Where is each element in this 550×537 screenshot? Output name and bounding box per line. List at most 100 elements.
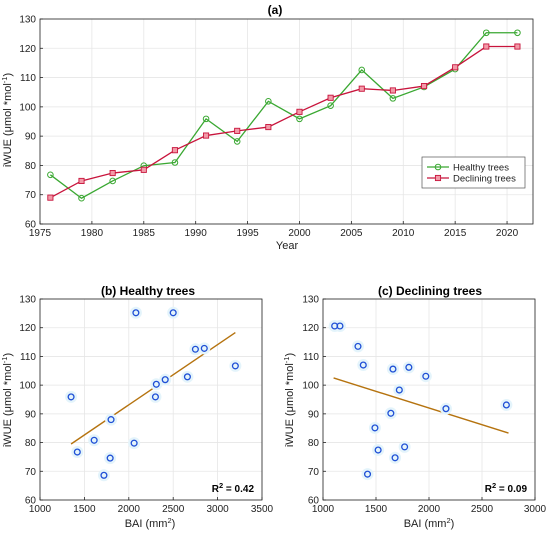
point-halo [384, 407, 397, 420]
y-tick-label: 90 [25, 409, 37, 420]
panel-b-y-ticks: 60 70 80 90 100 110 120 130 [19, 295, 43, 507]
y-tick-label: 110 [20, 352, 36, 363]
scatter-point [152, 380, 160, 388]
x-tick-label: 1500 [365, 504, 388, 515]
data-point-declining [420, 83, 428, 90]
series-line-healthy [49, 32, 518, 200]
x-tick-label: 1000 [312, 504, 335, 515]
panel-b: (b) Healthy trees 1000 1500 2000 2500 3000 35… [0, 284, 274, 530]
x-tick-label: 2015 [444, 228, 467, 239]
scatter-point [387, 409, 395, 417]
scatter-point [90, 436, 98, 444]
data-point-declining [327, 94, 334, 101]
panel-a-y-axis-label: iWUE (μmol *mol-1) [0, 73, 14, 167]
point-halo [128, 437, 141, 450]
point-halo [229, 359, 242, 372]
y-tick-label: 60 [25, 220, 37, 231]
scatter-point [106, 454, 114, 462]
point-halo [357, 359, 370, 372]
data-point-declining [47, 194, 54, 201]
data-point-healthy [265, 97, 272, 105]
scatter-point [67, 393, 75, 401]
trend-line [333, 377, 509, 434]
data-point-declining [296, 108, 303, 115]
scatter-point [161, 376, 169, 384]
panel-b-title: (b) Healthy trees [101, 284, 195, 298]
point-halo [97, 469, 110, 482]
scatter-point [132, 309, 140, 317]
panel-c-gridlines [322, 298, 536, 501]
y-tick-label: 80 [25, 438, 37, 449]
panel-b-r2-annotation: R2 = 0.42 [212, 481, 255, 495]
y-tick-label: 60 [25, 496, 37, 507]
data-point-declining [140, 166, 147, 173]
y-tick-label: 100 [19, 381, 36, 392]
panel-c-y-axis-label: iWUE (μmol *mol-1) [282, 353, 296, 447]
x-tick-label: 1980 [81, 228, 104, 239]
scatter-point [391, 454, 399, 462]
panel-b-x-ticks: 1000 1500 2000 2500 3000 3500 [29, 497, 274, 515]
x-tick-label: 2010 [392, 228, 415, 239]
y-tick-label: 70 [308, 467, 320, 478]
panel-a-axes-box [39, 18, 534, 225]
series-line-declining [50, 45, 518, 199]
panel-a-y-ticks: 60 70 80 90 100 110 120 130 [19, 15, 43, 231]
scatter-point [151, 393, 159, 401]
x-tick-label: 1990 [185, 228, 208, 239]
point-halo [129, 306, 142, 319]
panel-b-axes-box [39, 298, 263, 501]
point-halo [149, 390, 162, 403]
scatter-point [405, 363, 413, 371]
y-tick-label: 90 [308, 409, 320, 420]
panel-c-r2-annotation: R2 = 0.09 [485, 481, 528, 495]
x-tick-label: 2000 [418, 504, 441, 515]
point-halo [361, 468, 374, 481]
scatter-point [200, 344, 208, 352]
data-point-healthy [233, 138, 241, 145]
scatter-point [442, 405, 450, 413]
y-tick-label: 110 [20, 73, 36, 84]
data-point-healthy [514, 29, 521, 37]
y-tick-label: 110 [303, 352, 319, 363]
panel-b-y-axis-label: iWUE (μmol *mol-1) [0, 353, 14, 447]
point-halo [104, 452, 117, 465]
scatter-point [395, 386, 403, 394]
data-point-healthy [78, 194, 85, 202]
scatter-point [401, 443, 409, 451]
x-tick-label: 3000 [206, 504, 229, 515]
point-halo [167, 306, 180, 319]
panel-a-legend: Healthy trees Declining trees [421, 156, 526, 189]
panel-c-x-axis-label: BAI (mm2) [404, 516, 455, 530]
point-halo [386, 363, 399, 376]
data-point-healthy [47, 171, 54, 179]
scatter-point [73, 448, 81, 456]
data-point-declining [171, 147, 178, 154]
x-tick-label: 1000 [29, 504, 52, 515]
point-halo [71, 446, 84, 459]
scatter-point [183, 373, 191, 381]
scatter-point [107, 416, 115, 424]
point-halo [389, 451, 402, 464]
data-point-healthy [389, 95, 397, 102]
point-halo [333, 319, 346, 332]
data-point-healthy [171, 159, 179, 166]
panel-b-plot [65, 306, 242, 482]
point-halo [398, 440, 411, 453]
panel-c: (c) Declining trees 1000 1500 2000 2500 3000… [282, 284, 547, 530]
point-halo [198, 342, 211, 355]
scatter-point [363, 470, 372, 478]
y-tick-label: 120 [19, 44, 36, 55]
scatter-point [100, 471, 108, 479]
data-point-healthy [358, 66, 366, 74]
x-tick-label: 2020 [496, 228, 519, 239]
x-tick-label: 2000 [288, 228, 311, 239]
scatter-point [422, 372, 430, 380]
data-point-healthy [109, 177, 116, 185]
scatter-point [389, 365, 397, 373]
scatter-point [359, 361, 367, 369]
y-tick-label: 130 [302, 295, 319, 306]
data-point-healthy [482, 29, 490, 37]
panel-a: (a) 1975 1980 1985 1990 1995 2000 2005 2010 2015… [0, 3, 534, 252]
point-halo [88, 434, 101, 447]
panel-c-plot [328, 319, 513, 481]
